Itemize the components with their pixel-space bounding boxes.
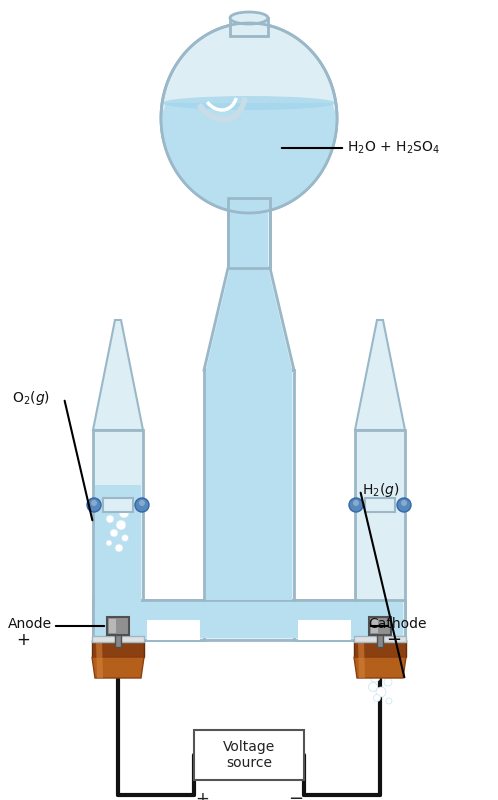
Bar [93,620,143,640]
Circle shape [139,500,145,506]
Circle shape [401,500,407,506]
Bar [109,619,117,633]
Bar [144,602,203,638]
Text: +: + [16,631,30,649]
Polygon shape [93,320,143,430]
Bar [115,635,121,647]
Bar [93,430,143,620]
Text: O$_2$($g$): O$_2$($g$) [12,389,50,407]
Bar [357,620,403,640]
Bar [95,602,403,638]
Text: −: − [288,790,304,800]
Circle shape [116,520,126,530]
Circle shape [366,660,376,670]
Bar [355,620,405,640]
Polygon shape [206,268,292,370]
Bar [228,198,270,268]
Circle shape [87,498,101,512]
Bar [107,617,129,635]
Circle shape [106,540,112,546]
Circle shape [384,678,392,686]
Circle shape [106,515,114,523]
Bar [371,619,378,633]
Text: Anode: Anode [8,617,52,631]
Polygon shape [204,268,294,370]
Bar [355,430,405,620]
Bar [93,600,405,640]
Polygon shape [92,657,144,678]
Circle shape [370,672,380,682]
Polygon shape [161,103,337,213]
Circle shape [374,694,380,702]
Bar [295,602,354,638]
Bar [230,198,268,268]
Text: Cathode: Cathode [368,617,426,631]
Ellipse shape [162,96,336,110]
Text: +: + [195,790,209,800]
Circle shape [386,698,392,704]
Bar [92,636,144,642]
Bar [369,617,391,635]
Polygon shape [354,640,406,657]
Circle shape [369,682,377,691]
Circle shape [349,498,363,512]
Circle shape [376,665,388,677]
Text: H$_2$O + H$_2$SO$_4$: H$_2$O + H$_2$SO$_4$ [347,140,440,156]
Text: −: − [386,631,401,649]
Circle shape [135,498,149,512]
Text: Voltage
source: Voltage source [223,740,275,770]
Bar [194,730,304,780]
Bar [298,620,351,640]
Bar [357,620,403,640]
Bar [294,600,355,640]
Polygon shape [161,23,337,213]
Polygon shape [92,640,144,657]
Bar [206,370,292,600]
Bar [143,600,204,640]
Bar [147,620,200,640]
Ellipse shape [230,12,268,24]
Circle shape [119,508,129,518]
Bar [230,18,268,36]
Polygon shape [96,640,103,678]
Circle shape [381,654,393,666]
Circle shape [110,529,118,537]
Bar [365,498,395,512]
Circle shape [115,544,123,552]
Bar [228,198,270,268]
Circle shape [397,498,411,512]
Circle shape [91,500,97,506]
Circle shape [122,534,128,542]
Bar [204,370,294,600]
Circle shape [370,648,384,662]
Text: H$_2$($g$): H$_2$($g$) [362,481,399,499]
Circle shape [376,687,386,697]
Polygon shape [355,320,405,430]
Bar [95,485,141,620]
Circle shape [107,499,119,511]
Bar [377,635,383,647]
Polygon shape [358,640,365,678]
Bar [354,636,406,642]
Polygon shape [354,657,406,678]
Circle shape [353,500,359,506]
Bar [95,620,141,640]
Bar [103,498,133,512]
